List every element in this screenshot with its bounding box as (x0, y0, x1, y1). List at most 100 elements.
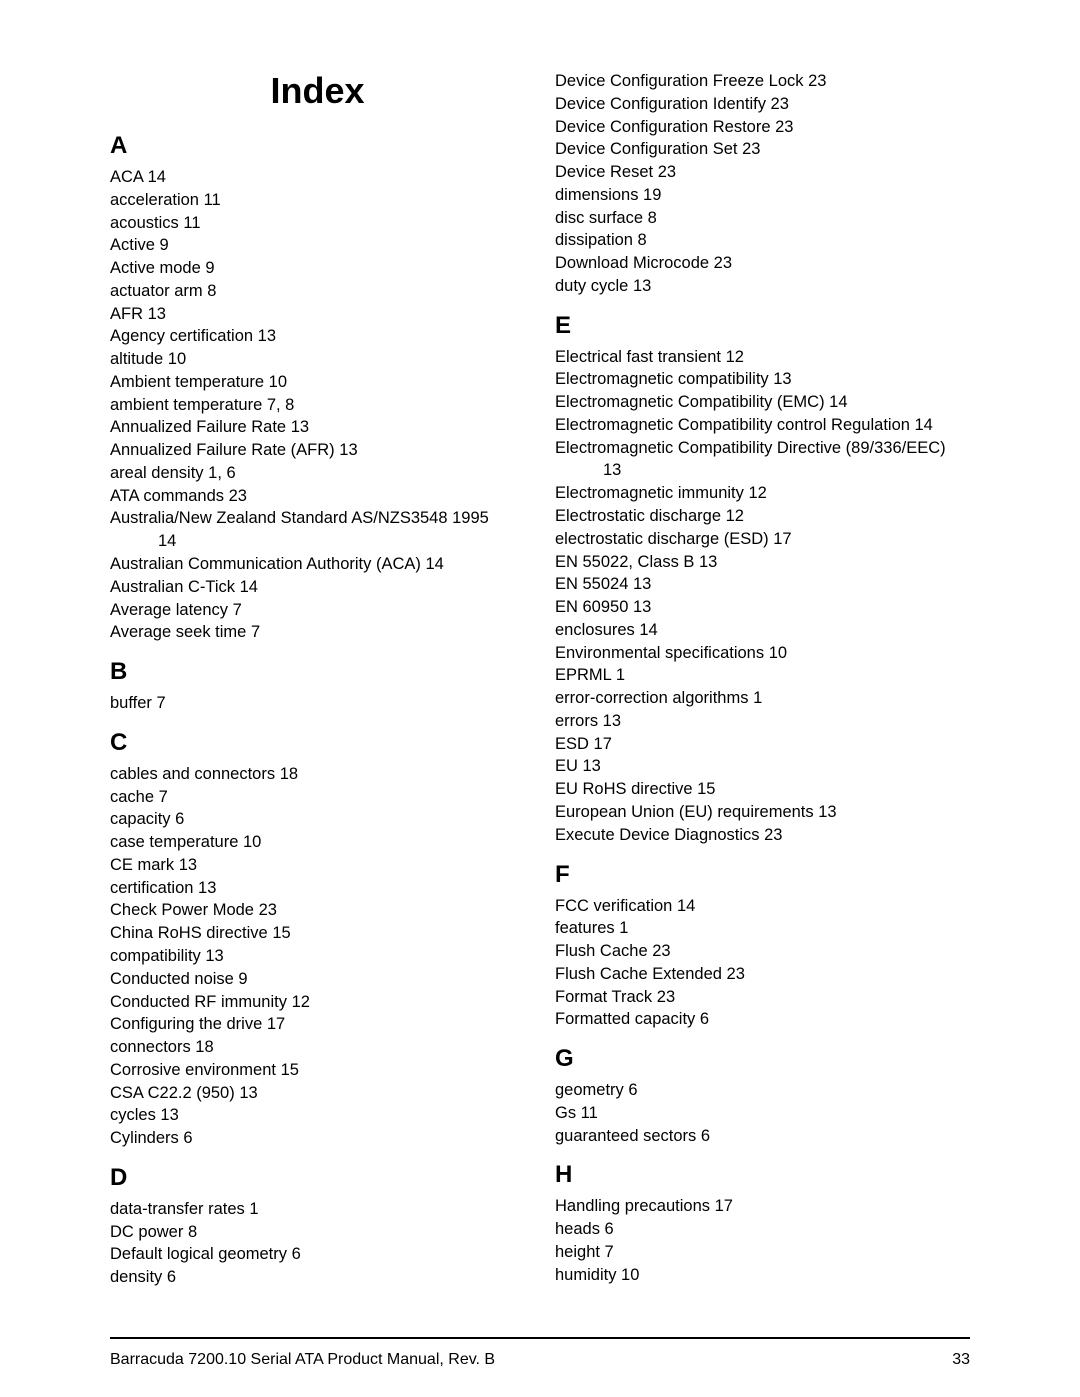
entry-pages: 13 (769, 370, 792, 388)
entry-term: Conducted noise (110, 970, 234, 988)
index-entry: Default logical geometry 6 (110, 1243, 525, 1266)
entry-pages: 11 (179, 214, 201, 232)
entry-pages: 10 (764, 644, 787, 662)
entry-term: cycles (110, 1106, 156, 1124)
entry-pages: 13 (193, 879, 216, 897)
entry-pages: 23 (766, 95, 789, 113)
index-entry: European Union (EU) requirements 13 (555, 801, 970, 824)
entry-pages: 9 (201, 259, 215, 277)
entry-term: Ambient temperature (110, 373, 264, 391)
index-entry: Corrosive environment 15 (110, 1059, 525, 1082)
index-entry: error-correction algorithms 1 (555, 687, 970, 710)
entry-pages: 13 (694, 553, 717, 571)
entry-term: Formatted capacity (555, 1010, 695, 1028)
entry-term: altitude (110, 350, 163, 368)
index-entry: Electromagnetic Compatibility Directive … (555, 437, 970, 460)
entry-term: duty cycle (555, 277, 628, 295)
entry-term: Australian C-Tick (110, 578, 235, 596)
index-entry: CSA C22.2 (950) 13 (110, 1082, 525, 1105)
entry-term: acoustics (110, 214, 179, 232)
entry-pages: 14 (635, 621, 658, 639)
index-entry: Agency certification 13 (110, 325, 525, 348)
index-entry: height 7 (555, 1241, 970, 1264)
section-letter: B (110, 658, 525, 686)
index-entry: Device Configuration Freeze Lock 23 (555, 70, 970, 93)
entry-term: Average latency (110, 601, 228, 619)
entry-term: height (555, 1243, 600, 1261)
index-entry: cycles 13 (110, 1104, 525, 1127)
entry-pages: 13 (578, 757, 601, 775)
entry-term: Gs (555, 1104, 576, 1122)
entry-pages: 7 (228, 601, 242, 619)
entry-term: ATA commands (110, 487, 224, 505)
index-entry: data-transfer rates 1 (110, 1198, 525, 1221)
index-entry: Flush Cache 23 (555, 940, 970, 963)
entry-term: acceleration (110, 191, 199, 209)
entry-term: Australian Communication Authority (ACA) (110, 555, 421, 573)
index-entry: Average seek time 7 (110, 621, 525, 644)
entry-pages: 6 (696, 1127, 710, 1145)
entry-pages: 23 (254, 901, 277, 919)
entry-pages: 13 (201, 947, 224, 965)
entry-pages: 13 (156, 1106, 179, 1124)
index-entry: China RoHS directive 15 (110, 922, 525, 945)
index-entry: dissipation 8 (555, 229, 970, 252)
entry-pages: 8 (633, 231, 647, 249)
entry-term: areal density (110, 464, 204, 482)
entry-term: Device Configuration Freeze Lock (555, 72, 804, 90)
entry-pages: 11 (576, 1104, 598, 1122)
entry-term: guaranteed sectors (555, 1127, 696, 1145)
entry-pages: 13 (174, 856, 197, 874)
section-letter: E (555, 312, 970, 340)
entry-term: Agency certification (110, 327, 253, 345)
entry-pages: 12 (721, 507, 744, 525)
entry-pages-wrapped: 13 (555, 459, 970, 482)
entry-pages: 13 (628, 598, 651, 616)
entry-pages: 11 (199, 191, 221, 209)
entry-term: disc surface (555, 209, 643, 227)
entry-pages-wrapped: 14 (110, 530, 525, 553)
entry-term: Default logical geometry (110, 1245, 287, 1263)
index-entry: cables and connectors 18 (110, 763, 525, 786)
entry-term: compatibility (110, 947, 201, 965)
index-entry: Configuring the drive 17 (110, 1013, 525, 1036)
index-entry: Ambient temperature 10 (110, 371, 525, 394)
entry-pages: 6 (171, 810, 185, 828)
index-entry: Formatted capacity 6 (555, 1008, 970, 1031)
index-entry: errors 13 (555, 710, 970, 733)
entry-term: China RoHS directive (110, 924, 268, 942)
index-entry: disc surface 8 (555, 207, 970, 230)
entry-pages: 13 (335, 441, 358, 459)
index-entry: acoustics 11 (110, 212, 525, 235)
entry-pages: 23 (224, 487, 247, 505)
columns-wrapper: IndexAACA 14acceleration 11acoustics 11A… (110, 70, 970, 1289)
entry-pages: 14 (825, 393, 848, 411)
entry-pages: 13 (286, 418, 309, 436)
index-entry: certification 13 (110, 877, 525, 900)
index-entry: enclosures 14 (555, 619, 970, 642)
index-entry: Execute Device Diagnostics 23 (555, 824, 970, 847)
entry-pages: 12 (721, 348, 744, 366)
entry-term: cache (110, 788, 154, 806)
index-entry: Average latency 7 (110, 599, 525, 622)
index-entry: compatibility 13 (110, 945, 525, 968)
index-entry: DC power 8 (110, 1221, 525, 1244)
entry-pages: 23 (738, 140, 761, 158)
index-entry: FCC verification 14 (555, 895, 970, 918)
index-entry: Active mode 9 (110, 257, 525, 280)
entry-pages: 1 (748, 689, 762, 707)
entry-term: EN 55022, Class B (555, 553, 694, 571)
entry-term: EU RoHS directive (555, 780, 693, 798)
index-entry: ATA commands 23 (110, 485, 525, 508)
entry-term: Device Configuration Restore (555, 118, 771, 136)
entry-term: Active (110, 236, 155, 254)
entry-term: CSA C22.2 (950) (110, 1084, 235, 1102)
index-title: Index (110, 70, 525, 112)
entry-pages: 1 (611, 666, 625, 684)
entry-term: electrostatic discharge (ESD) (555, 530, 769, 548)
entry-pages: 7 (152, 694, 166, 712)
index-entry: electrostatic discharge (ESD) 17 (555, 528, 970, 551)
entry-term: Flush Cache Extended (555, 965, 722, 983)
index-entry: altitude 10 (110, 348, 525, 371)
entry-term: EPRML (555, 666, 611, 684)
